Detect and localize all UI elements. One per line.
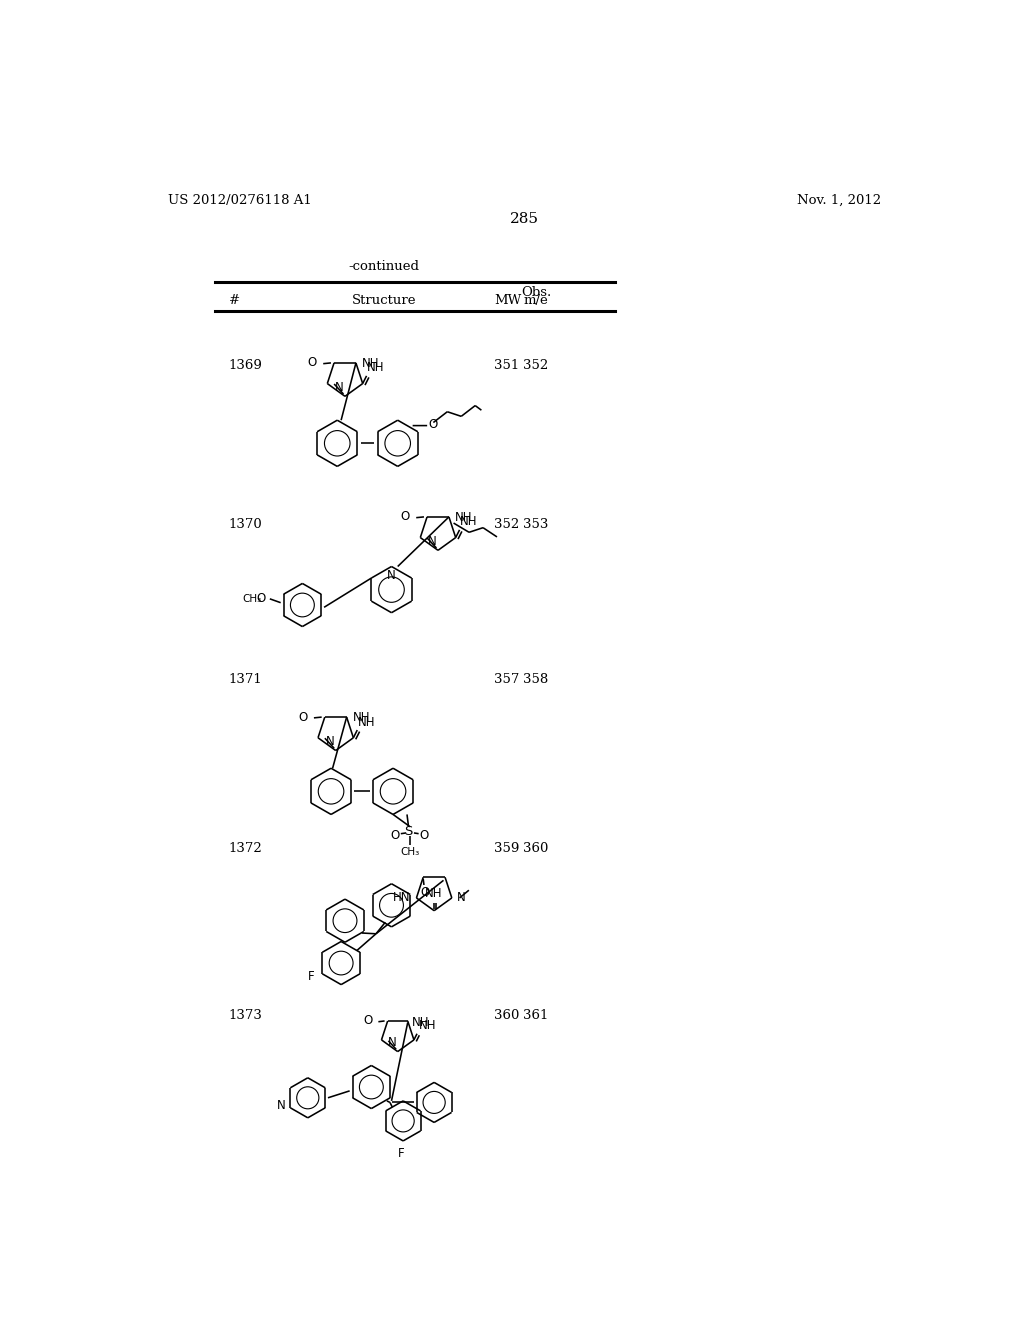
Text: O: O: [298, 710, 308, 723]
Text: O: O: [308, 356, 317, 370]
Text: 285: 285: [510, 213, 540, 226]
Text: 353: 353: [523, 517, 549, 531]
Text: O: O: [429, 417, 438, 430]
Text: O: O: [256, 593, 265, 606]
Text: N: N: [387, 569, 396, 582]
Text: 352: 352: [523, 359, 549, 372]
Text: N: N: [335, 381, 343, 395]
Text: O: O: [390, 829, 399, 842]
Text: 352: 352: [494, 517, 519, 531]
Text: NH: NH: [368, 362, 385, 375]
Text: m/e: m/e: [523, 294, 548, 308]
Text: O: O: [420, 887, 429, 899]
Text: Structure: Structure: [351, 294, 416, 308]
Text: N: N: [428, 535, 436, 548]
Text: O: O: [362, 1015, 372, 1027]
Text: NH: NH: [461, 515, 478, 528]
Text: NH: NH: [358, 715, 376, 729]
Text: N: N: [276, 1100, 286, 1111]
Text: US 2012/0276118 A1: US 2012/0276118 A1: [168, 194, 312, 207]
Text: 1372: 1372: [228, 842, 262, 855]
Text: 361: 361: [523, 1010, 549, 1022]
Text: N: N: [326, 735, 334, 748]
Text: 1369: 1369: [228, 359, 262, 372]
Text: O: O: [400, 511, 410, 524]
Text: 360: 360: [494, 1010, 519, 1022]
Text: CH₃: CH₃: [243, 594, 262, 603]
Text: F: F: [308, 970, 315, 983]
Text: NH: NH: [425, 887, 442, 900]
Text: NH: NH: [362, 356, 380, 370]
Text: S: S: [404, 825, 413, 838]
Text: -continued: -continued: [348, 260, 419, 273]
Text: HN: HN: [393, 891, 411, 904]
Text: N: N: [387, 1036, 396, 1049]
Text: 1373: 1373: [228, 1010, 262, 1022]
Text: Nov. 1, 2012: Nov. 1, 2012: [797, 194, 882, 207]
Text: O: O: [420, 829, 429, 842]
Text: #: #: [228, 294, 240, 308]
Text: N: N: [457, 891, 465, 904]
Text: NH: NH: [455, 511, 473, 524]
Text: NH: NH: [419, 1019, 436, 1032]
Text: 351: 351: [494, 359, 519, 372]
Text: 1370: 1370: [228, 517, 262, 531]
Text: 357: 357: [494, 673, 519, 686]
Text: 360: 360: [523, 842, 549, 855]
Text: 359: 359: [494, 842, 519, 855]
Text: NH: NH: [353, 711, 371, 723]
Text: 1371: 1371: [228, 673, 262, 686]
Text: CH₃: CH₃: [400, 847, 420, 857]
Text: MW: MW: [494, 294, 521, 308]
Text: F: F: [398, 1147, 404, 1160]
Text: NH: NH: [413, 1016, 430, 1030]
Text: 358: 358: [523, 673, 549, 686]
Text: Obs.: Obs.: [521, 286, 552, 300]
